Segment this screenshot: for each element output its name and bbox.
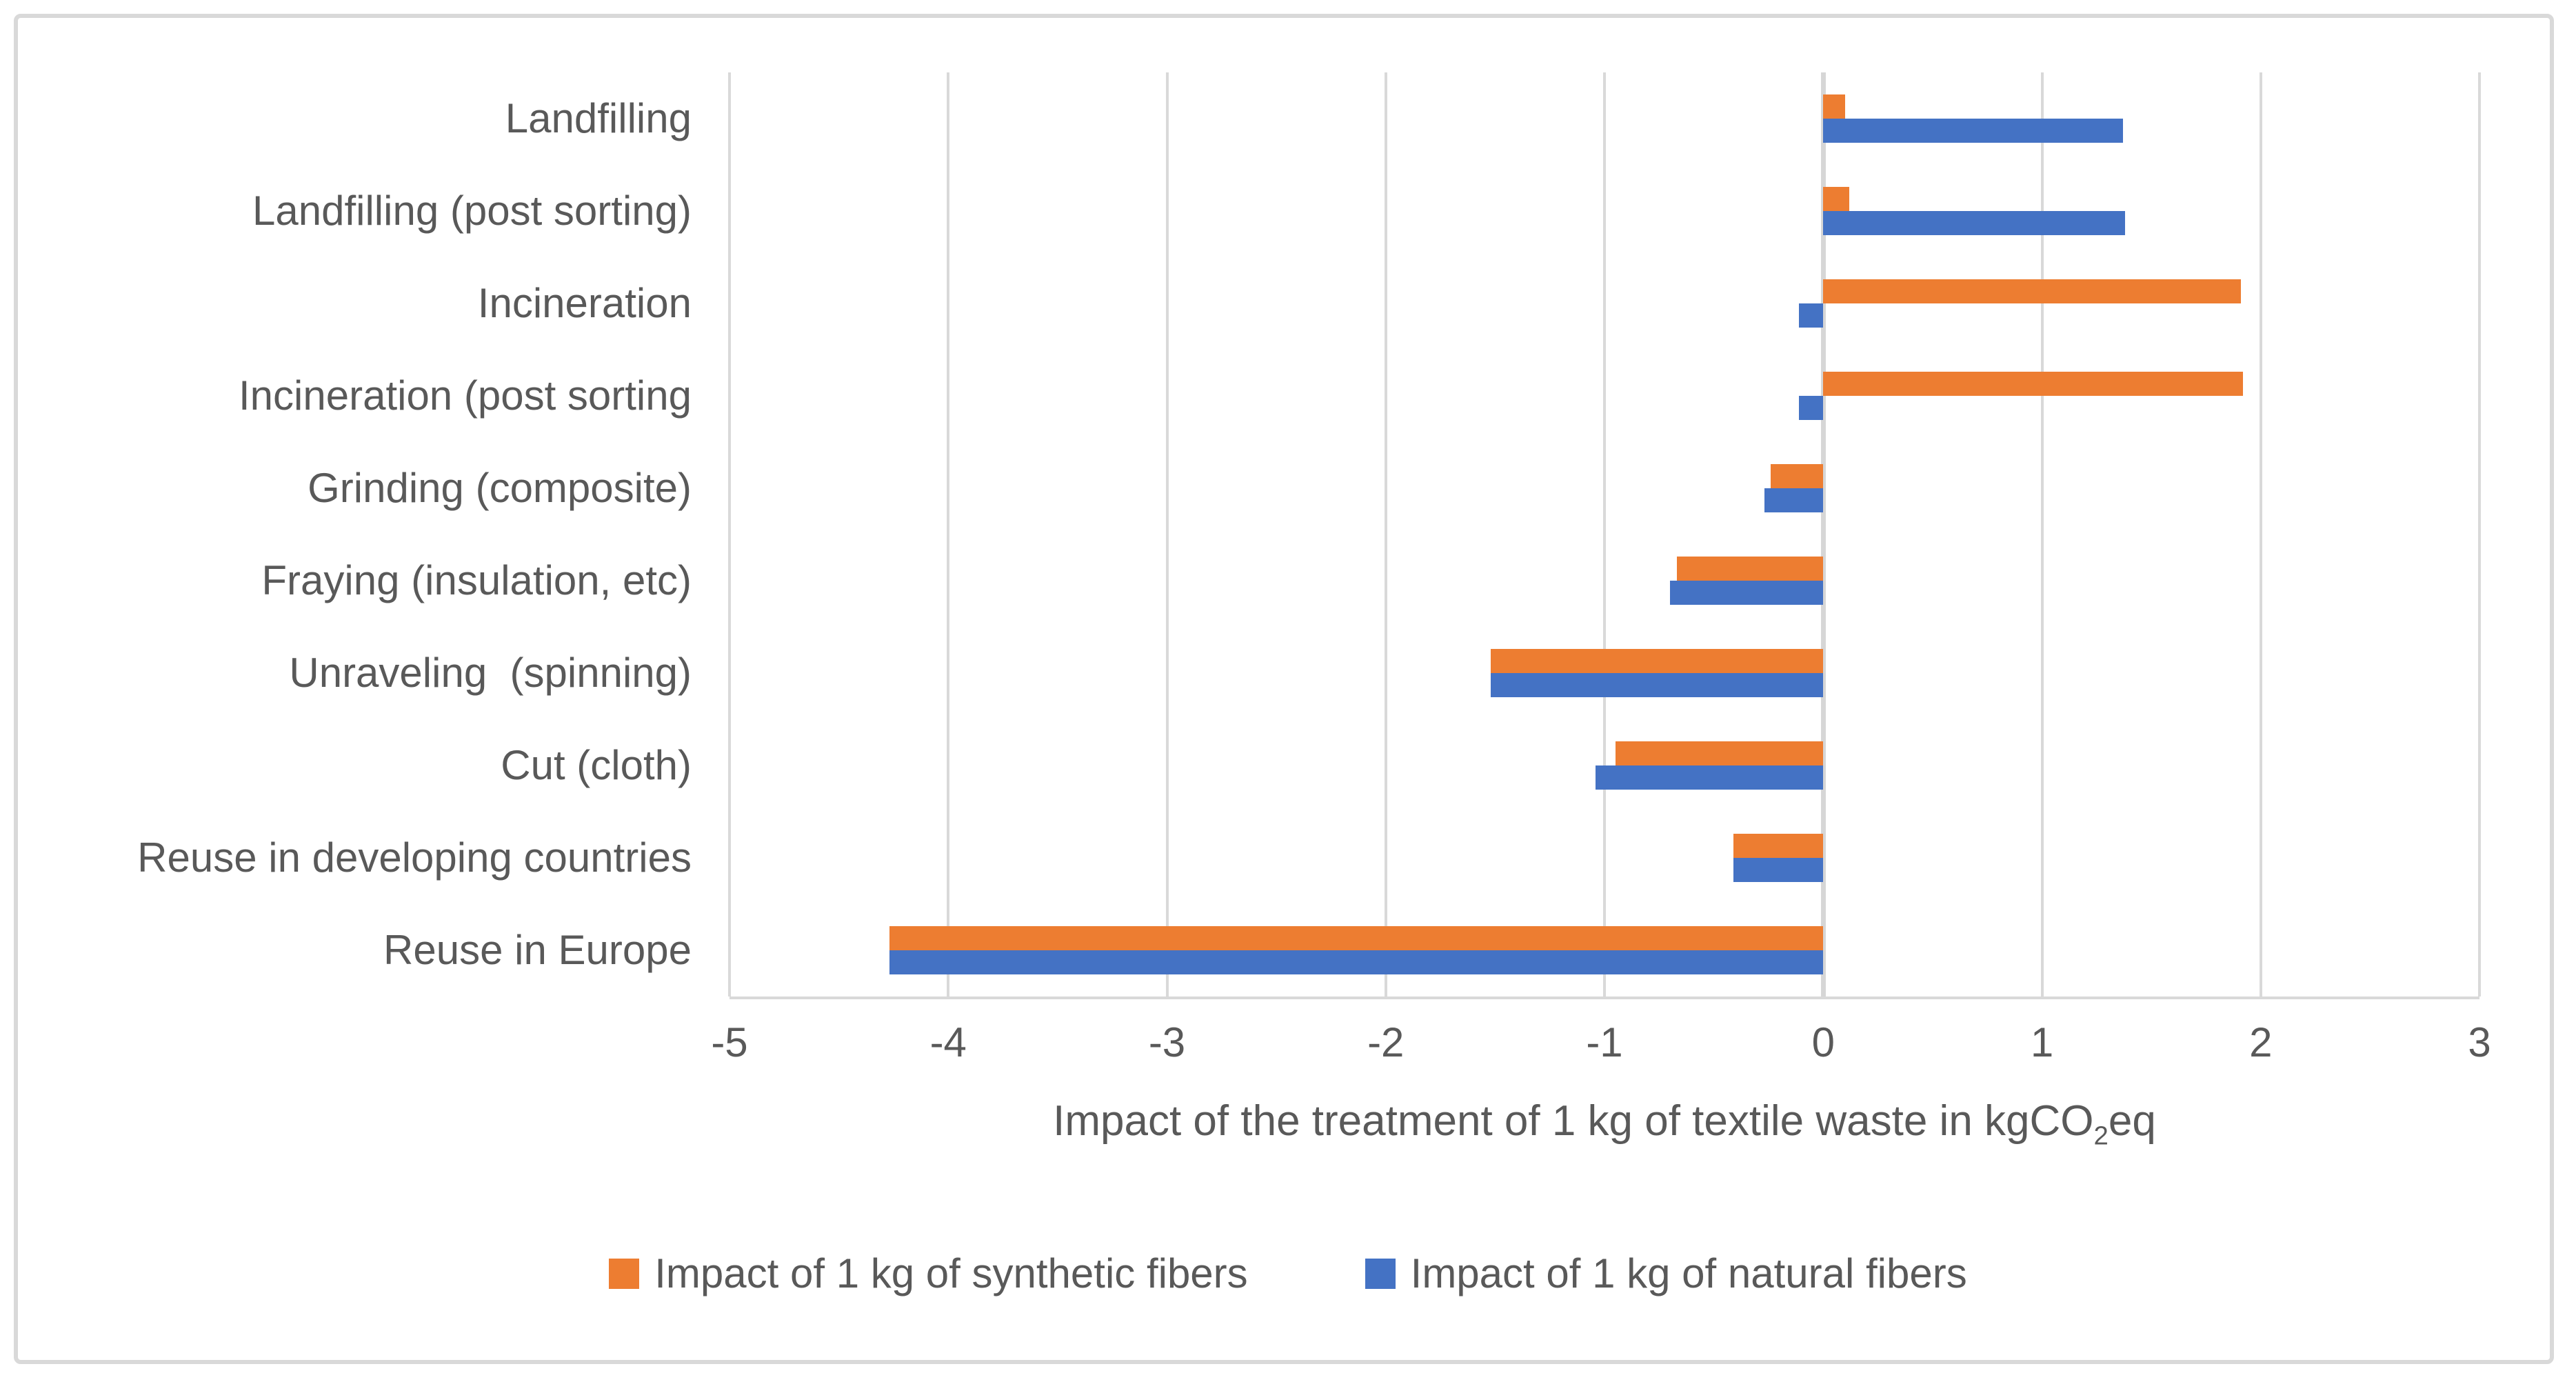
gridline--4 <box>947 72 950 997</box>
bar-synthetic-row-6 <box>1491 649 1824 673</box>
x-tick-label--5: -5 <box>711 1019 748 1065</box>
x-tick-label--3: -3 <box>1148 1019 1186 1065</box>
bar-synthetic-row-5 <box>1676 557 1824 581</box>
x-axis-title: Impact of the treatment of 1 kg of texti… <box>729 1096 2479 1151</box>
x-axis-title-text: Impact of the treatment of 1 kg of texti… <box>1053 1097 2094 1145</box>
gridline--5 <box>728 72 731 997</box>
bar-synthetic-row-2 <box>1823 279 2242 303</box>
x-tick-label-3: 3 <box>2468 1019 2491 1065</box>
category-label-row-0: Landfilling <box>505 95 692 141</box>
x-tick-label-2: 2 <box>2249 1019 2273 1065</box>
gridline--3 <box>1165 72 1169 997</box>
bar-synthetic-row-7 <box>1615 741 1824 765</box>
x-tick-label--1: -1 <box>1586 1019 1623 1065</box>
x-tick-label-0: 0 <box>1811 1019 1835 1065</box>
x-axis-title-subscript: 2 <box>2093 1121 2109 1151</box>
bar-natural-row-7 <box>1596 765 1824 790</box>
legend-label-synthetic-fibers: Impact of 1 kg of synthetic fibers <box>654 1250 1248 1296</box>
category-label-row-8: Reuse in developing countries <box>137 834 692 881</box>
bar-synthetic-row-1 <box>1823 187 1850 211</box>
legend-swatch-natural-fibers <box>1365 1258 1396 1289</box>
category-label-row-1: Landfilling (post sorting) <box>252 188 692 234</box>
bar-synthetic-row-0 <box>1823 94 1845 119</box>
bar-synthetic-row-4 <box>1771 464 1824 488</box>
bar-synthetic-row-8 <box>1733 834 1824 858</box>
category-label-row-2: Incineration <box>477 280 692 326</box>
x-tick-label-1: 1 <box>2030 1019 2054 1065</box>
gridline-2 <box>2259 72 2262 997</box>
bar-natural-row-5 <box>1670 581 1824 605</box>
chart-frame <box>14 14 2554 1364</box>
gridline--2 <box>1384 72 1387 997</box>
legend-label-natural-fibers: Impact of 1 kg of natural fibers <box>1410 1250 1967 1296</box>
legend-item-natural-fibers: Impact of 1 kg of natural fibers <box>1365 1250 1967 1297</box>
bar-natural-row-4 <box>1764 488 1824 512</box>
bar-natural-row-3 <box>1799 396 1824 420</box>
x-tick-label--4: -4 <box>929 1019 967 1065</box>
category-label-row-6: Unraveling (spinning) <box>289 650 692 696</box>
x-axis-title-suffix: eq <box>2108 1097 2156 1145</box>
gridline-1 <box>2040 72 2044 997</box>
zero-gridline <box>1820 72 1826 997</box>
category-label-row-3: Incineration (post sorting <box>238 372 692 419</box>
legend-item-synthetic-fibers: Impact of 1 kg of synthetic fibers <box>609 1250 1248 1297</box>
legend-swatch-synthetic-fibers <box>609 1258 640 1289</box>
bar-natural-row-8 <box>1733 858 1824 882</box>
x-axis-line <box>729 997 2479 999</box>
bar-natural-row-1 <box>1823 211 2126 235</box>
bar-synthetic-row-3 <box>1823 372 2244 396</box>
gridline-3 <box>2478 72 2481 997</box>
x-tick-label--2: -2 <box>1367 1019 1405 1065</box>
bar-natural-row-6 <box>1491 673 1824 697</box>
legend: Impact of 1 kg of synthetic fibers Impac… <box>0 1250 2576 1297</box>
category-label-row-4: Grinding (composite) <box>308 465 692 511</box>
bar-natural-row-2 <box>1799 303 1824 328</box>
bar-natural-row-9 <box>889 950 1824 974</box>
category-label-row-7: Cut (cloth) <box>501 742 692 788</box>
gridline--1 <box>1603 72 1606 997</box>
bar-synthetic-row-9 <box>889 926 1824 950</box>
category-label-row-5: Fraying (insulation, etc) <box>261 557 692 603</box>
bar-natural-row-0 <box>1823 119 2123 143</box>
category-label-row-9: Reuse in Europe <box>383 927 692 973</box>
